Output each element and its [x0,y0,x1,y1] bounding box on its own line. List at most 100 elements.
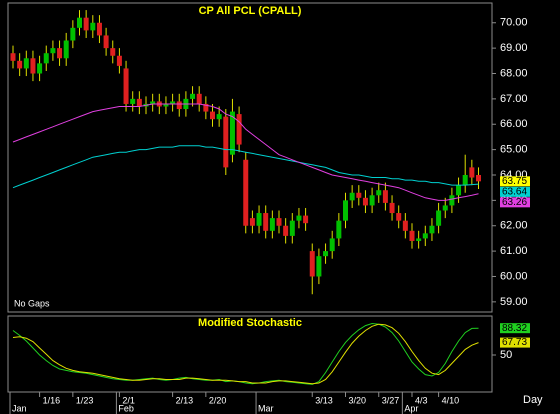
candle-body [456,185,462,196]
y-tick-label: 70.00 [500,17,528,29]
candle-body [176,101,182,110]
candle-body [83,17,89,31]
value-label: 63.26 [502,197,527,208]
y-tick-label: 62.00 [500,220,528,232]
candle-body [269,218,275,231]
candle-body [43,53,49,64]
candle-body [283,225,289,236]
candle-body [196,93,202,104]
line-series [12,322,479,385]
value-label-box [500,323,530,334]
candle-body [103,35,109,49]
candle-body [436,210,442,226]
candle-body [150,101,156,104]
candle-body [90,22,96,31]
candle-body [462,174,468,186]
value-label-box [500,186,530,197]
candle-body [170,101,176,104]
x-tick-label: 3/20 [349,395,367,405]
month-label: Feb [118,403,134,413]
candle-body [382,190,388,203]
candle-body [190,93,196,99]
candle-body [402,220,408,231]
candle-body [476,174,481,182]
candle-body [263,213,269,231]
candle-body [316,256,322,277]
line-series [12,103,479,201]
x-tick-label: 4/3 [415,395,428,405]
x-tick-label: 3/13 [315,395,333,405]
candle-body [223,116,229,168]
x-tick-label: 4/10 [442,395,460,405]
candle-body [10,53,16,61]
value-label: 88.32 [502,323,527,334]
candle-body [416,238,422,241]
candle-body [296,215,302,221]
candle-body [356,192,362,198]
candle-body [216,114,222,120]
month-label: Apr [404,403,418,413]
y-tick-label: 67.00 [500,93,528,105]
y-tick-label: 66.00 [500,118,528,130]
month-label: Jan [12,403,27,413]
candle-body [30,58,36,74]
stochastic-panel [7,315,493,393]
x-tick-label: 1/16 [43,395,61,405]
x-tick-label: 2/13 [176,395,194,405]
candle-body [17,60,23,69]
value-label-box [500,337,530,348]
price-panel [7,2,493,313]
candle-body [429,225,435,234]
candle-body [323,251,329,257]
candle-body [369,195,375,206]
stochastic-title: Modified Stochastic [198,317,302,329]
candle-body [362,197,368,206]
value-label: 63.64 [502,186,527,197]
candle-body [329,238,335,252]
candle-body [96,22,102,36]
candle-body [303,215,309,224]
y-tick-label: 50 [500,349,512,361]
candle-body [70,27,76,41]
x-tick-label: 2/20 [209,395,227,405]
candle-body [110,48,116,56]
line-series [12,323,479,385]
y-tick-label: 61.00 [500,245,528,257]
annotation: No Gaps [14,298,50,308]
candle-body [243,159,249,226]
candle-body [309,251,315,277]
candle-body [63,40,69,59]
candle-body [289,220,295,236]
candle-body [422,233,428,239]
y-tick-label: 59.00 [500,296,528,308]
value-label: 63.75 [502,176,527,187]
candle-body [37,63,43,74]
y-tick-label: 65.00 [500,144,528,156]
line-series [12,145,479,189]
value-label-box [500,197,530,208]
candle-body [210,111,215,120]
candle-body [336,220,342,239]
y-tick-label: 69.00 [500,42,528,54]
x-tick-label: 2/1 [122,395,135,405]
value-label-box [500,176,530,187]
candle-body [203,103,209,112]
candle-body [57,48,63,59]
candle-body [136,98,142,107]
candle-body [343,200,348,221]
candle-body [276,218,282,226]
candle-body [123,68,129,104]
y-tick-label: 60.00 [500,270,528,282]
value-label: 67.73 [502,337,527,348]
x-axis-label: Day [523,394,543,406]
candle-body [130,98,136,104]
candle-body [256,213,262,226]
candle-body [449,195,455,206]
candle-body [376,190,382,196]
candle-body [469,167,475,178]
x-tick-label: 3/27 [382,395,400,405]
candle-body [349,192,355,201]
candle-body [389,202,395,214]
